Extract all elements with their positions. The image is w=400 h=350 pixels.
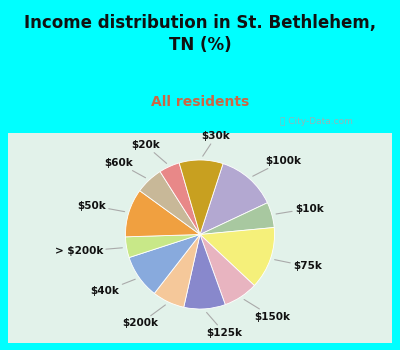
Wedge shape: [184, 234, 225, 309]
Wedge shape: [200, 228, 274, 286]
Text: $75k: $75k: [275, 260, 322, 271]
Wedge shape: [200, 234, 254, 304]
Text: $10k: $10k: [276, 204, 324, 214]
Text: $40k: $40k: [91, 279, 135, 296]
Wedge shape: [200, 203, 274, 234]
Wedge shape: [129, 234, 200, 293]
Wedge shape: [179, 160, 223, 235]
Text: ⓘ City-Data.com: ⓘ City-Data.com: [280, 117, 353, 126]
Text: Income distribution in St. Bethlehem,
TN (%): Income distribution in St. Bethlehem, TN…: [24, 14, 376, 54]
Text: $200k: $200k: [122, 305, 165, 329]
Wedge shape: [126, 234, 200, 258]
Wedge shape: [200, 164, 268, 234]
Text: $30k: $30k: [202, 131, 230, 156]
Wedge shape: [126, 191, 200, 237]
Wedge shape: [154, 234, 200, 307]
Text: $100k: $100k: [253, 156, 301, 176]
Text: $125k: $125k: [206, 313, 242, 338]
Text: All residents: All residents: [151, 94, 249, 108]
Text: $50k: $50k: [77, 201, 125, 212]
Text: $150k: $150k: [244, 300, 290, 322]
Wedge shape: [160, 163, 200, 235]
Text: $60k: $60k: [104, 158, 146, 178]
Text: > $200k: > $200k: [55, 246, 122, 257]
Wedge shape: [140, 172, 200, 234]
Text: $20k: $20k: [131, 140, 167, 163]
